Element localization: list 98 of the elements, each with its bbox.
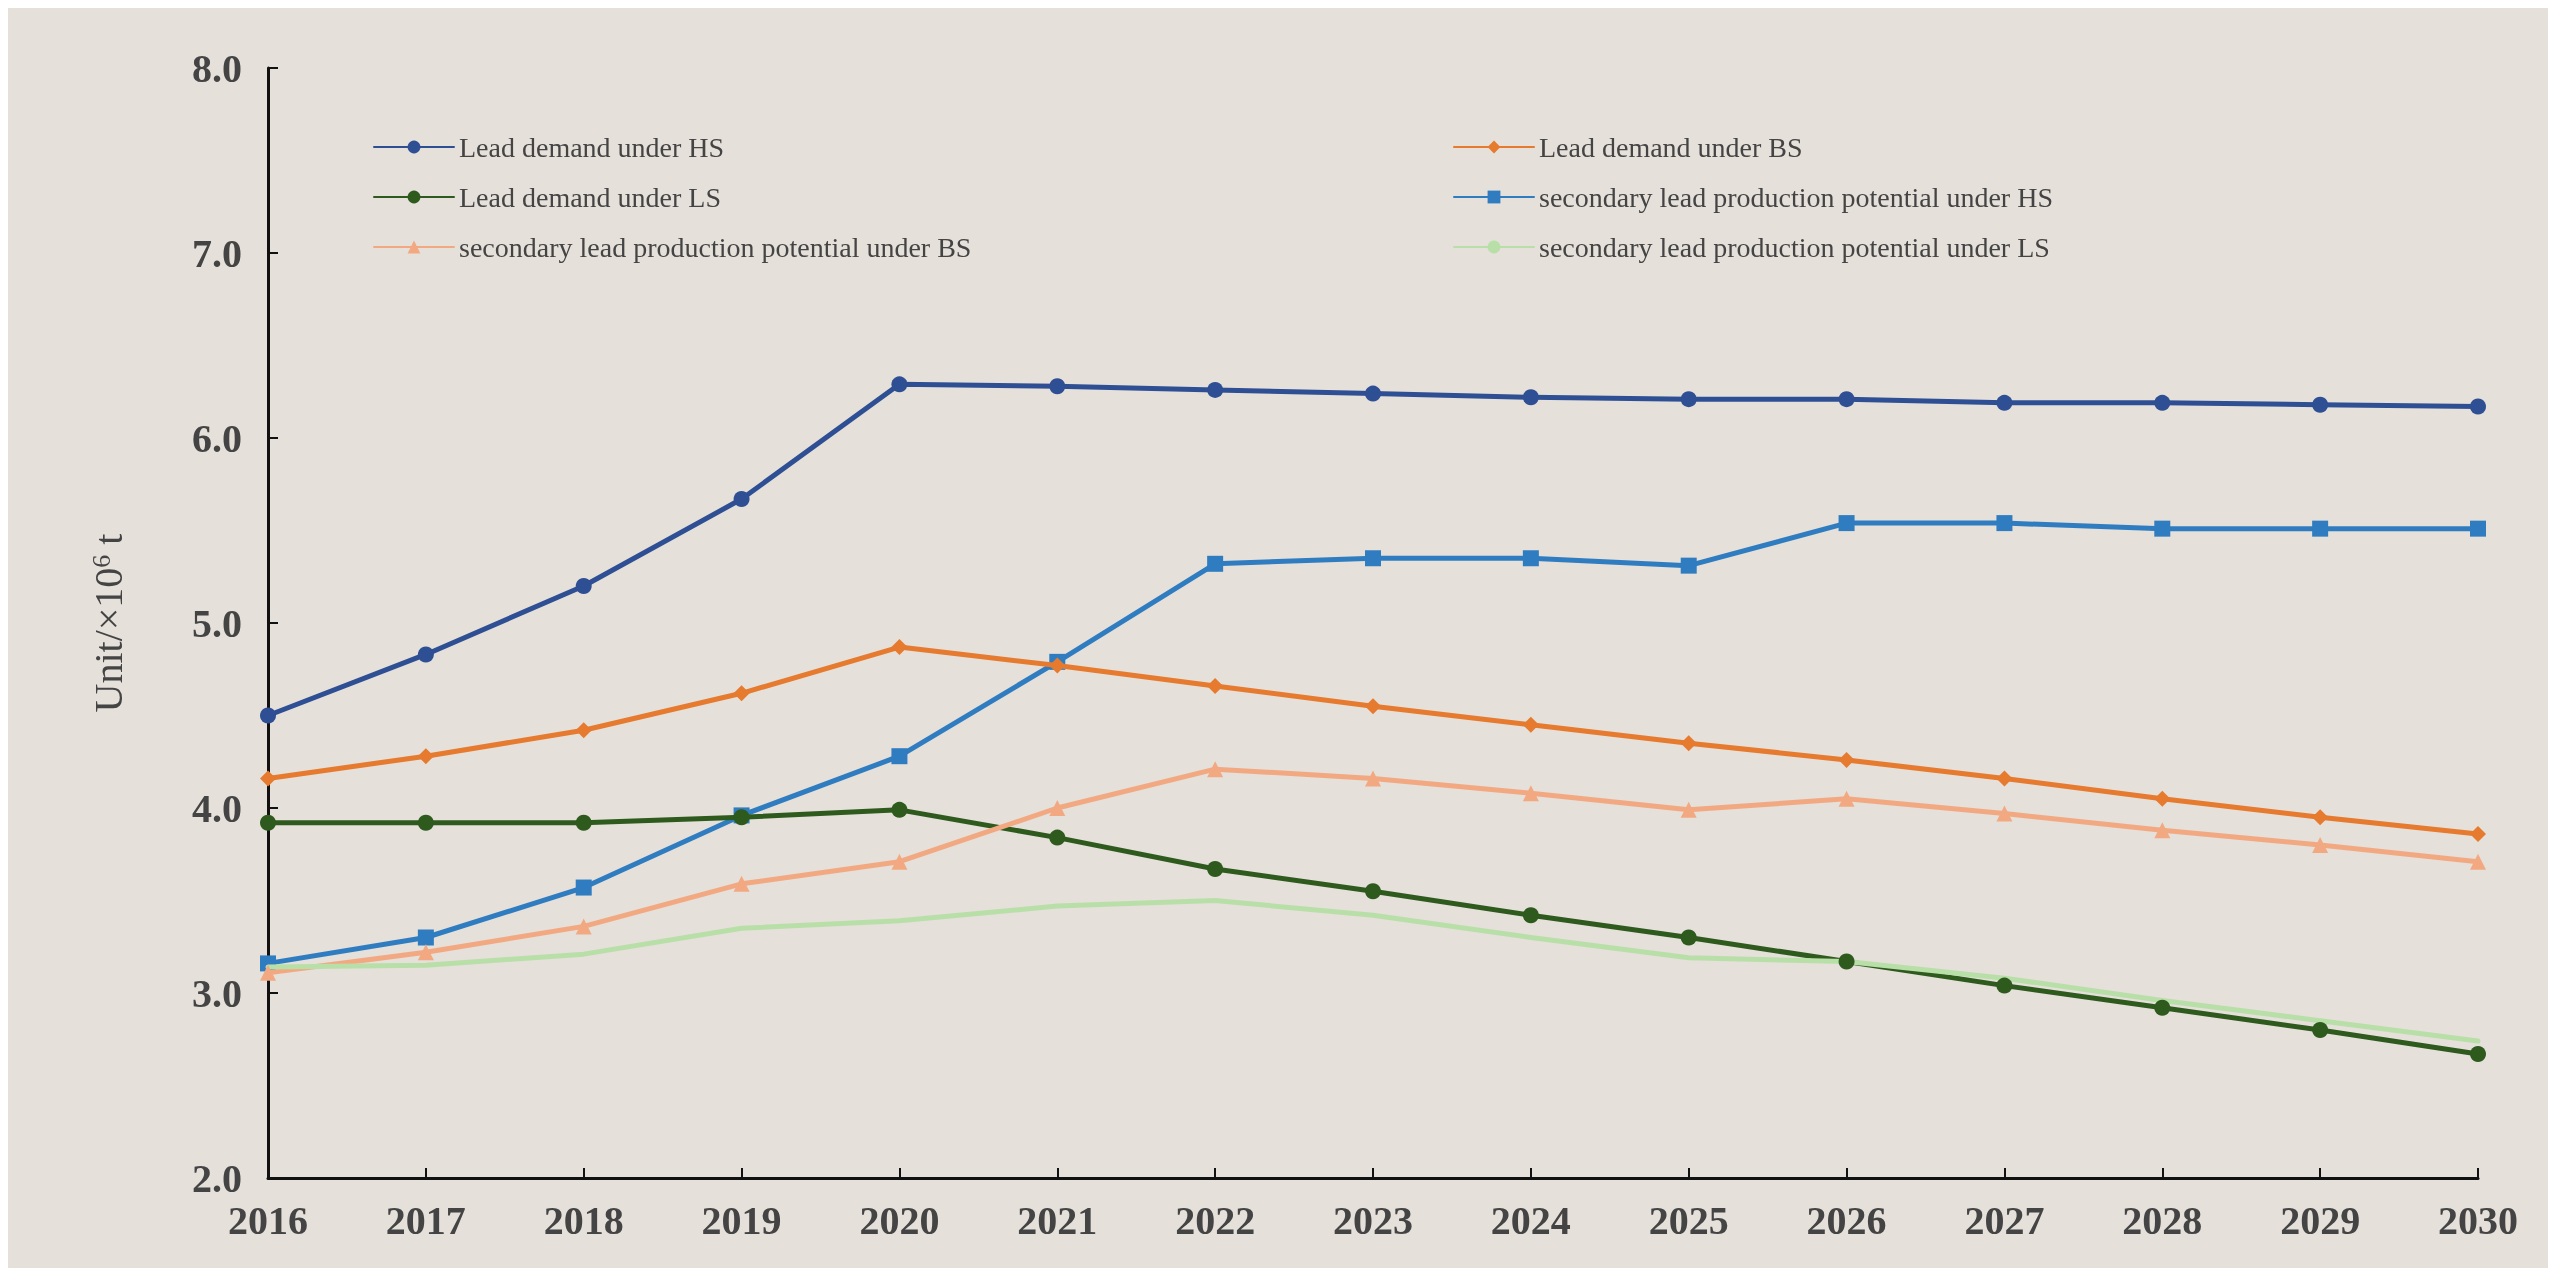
- point: [1049, 378, 1066, 395]
- point: [575, 814, 592, 831]
- point: [1838, 790, 1855, 807]
- point: [417, 944, 434, 961]
- point: [260, 964, 276, 981]
- point: [1522, 785, 1539, 802]
- legend-label: secondary lead production potential under HS: [1539, 181, 2053, 213]
- point: [891, 376, 908, 393]
- x-tick-label: 2027: [1964, 1197, 2045, 1243]
- point: [1365, 770, 1381, 787]
- x-tick-label: 2026: [1806, 1197, 1887, 1243]
- point: [2154, 394, 2171, 411]
- y-tick-label: 5.0: [192, 600, 242, 646]
- x-tick-label: 2023: [1333, 1197, 1413, 1243]
- legend-label: Lead demand under LS: [459, 181, 722, 213]
- y-tick-label: 4.0: [192, 785, 242, 831]
- point: [1365, 883, 1381, 900]
- point: [1522, 389, 1539, 406]
- point: [1049, 657, 1066, 674]
- point: [417, 929, 434, 946]
- y-tick-label: 6.0: [192, 415, 242, 461]
- point: [1838, 391, 1855, 408]
- point: [575, 578, 592, 594]
- y-tick-label: 3.0: [192, 970, 242, 1016]
- y-tick-label: 7.0: [192, 230, 242, 276]
- x-tick-label: 2017: [385, 1197, 466, 1243]
- legend-label: secondary lead production potential under BS: [459, 231, 972, 263]
- point: [891, 639, 908, 656]
- point: [891, 801, 908, 818]
- point: [1838, 751, 1855, 768]
- point: [1365, 698, 1381, 715]
- point: [1207, 761, 1224, 778]
- point: [2312, 837, 2329, 853]
- point: [2312, 1022, 2329, 1038]
- point: [2154, 822, 2171, 839]
- point: [2312, 396, 2329, 413]
- x-tick-label: 2024: [1490, 1197, 1571, 1243]
- point: [1996, 805, 2013, 822]
- point: [260, 814, 276, 831]
- point: [417, 748, 434, 765]
- point: [733, 875, 750, 892]
- point: [733, 491, 750, 508]
- point: [1680, 929, 1697, 946]
- point: [891, 853, 908, 870]
- point: [1522, 907, 1539, 924]
- x-tick-label: 2022: [1175, 1197, 1256, 1243]
- point: [1996, 515, 2013, 532]
- point: [2470, 398, 2486, 415]
- point: [1838, 515, 1855, 532]
- point: [1522, 550, 1539, 567]
- x-tick-label: 2028: [2122, 1197, 2203, 1243]
- point: [2154, 790, 2171, 807]
- point: [2154, 520, 2171, 537]
- point: [1207, 555, 1224, 572]
- point: [1996, 977, 2013, 994]
- point: [1365, 385, 1381, 402]
- point: [1049, 800, 1066, 816]
- legend-label: secondary lead production potential under LS: [1539, 231, 2050, 263]
- y-axis-title: Unit/×106 t: [85, 533, 131, 713]
- point: [575, 722, 592, 739]
- x-tick-label: 2019: [701, 1197, 782, 1243]
- point: [575, 879, 592, 896]
- point: [260, 707, 276, 724]
- point: [1996, 394, 2013, 411]
- x-tick-label: 2021: [1017, 1197, 1098, 1243]
- point: [2154, 999, 2171, 1016]
- point: [2470, 825, 2486, 842]
- point: [2312, 520, 2329, 537]
- point: [1680, 801, 1697, 818]
- x-tick-label: 2020: [859, 1197, 940, 1243]
- point: [1049, 829, 1066, 846]
- point: [1365, 550, 1381, 567]
- x-tick-label: 2029: [2280, 1197, 2361, 1243]
- point: [2312, 809, 2329, 826]
- point: [1680, 391, 1697, 408]
- point: [1996, 770, 2013, 787]
- point: [1680, 735, 1697, 752]
- point: [417, 814, 434, 831]
- point: [891, 748, 908, 765]
- point: [2470, 520, 2486, 537]
- y-tick-label: 8.0: [192, 45, 242, 91]
- point: [733, 685, 750, 702]
- point: [1522, 716, 1539, 733]
- point: [1838, 953, 1855, 970]
- point: [2470, 1046, 2486, 1063]
- point: [575, 918, 592, 935]
- point: [417, 646, 434, 663]
- point: [1680, 557, 1697, 574]
- point: [1207, 381, 1224, 398]
- point: [1207, 677, 1224, 694]
- point: [260, 770, 276, 787]
- legend-label: Lead demand under HS: [459, 131, 725, 163]
- x-tick-label: 2018: [543, 1197, 624, 1243]
- legend-label: Lead demand under BS: [1539, 131, 1803, 163]
- point: [1207, 861, 1224, 878]
- x-tick-label: 2025: [1648, 1197, 1729, 1243]
- point: [2470, 853, 2486, 870]
- x-tick-label: 2030: [2438, 1197, 2518, 1243]
